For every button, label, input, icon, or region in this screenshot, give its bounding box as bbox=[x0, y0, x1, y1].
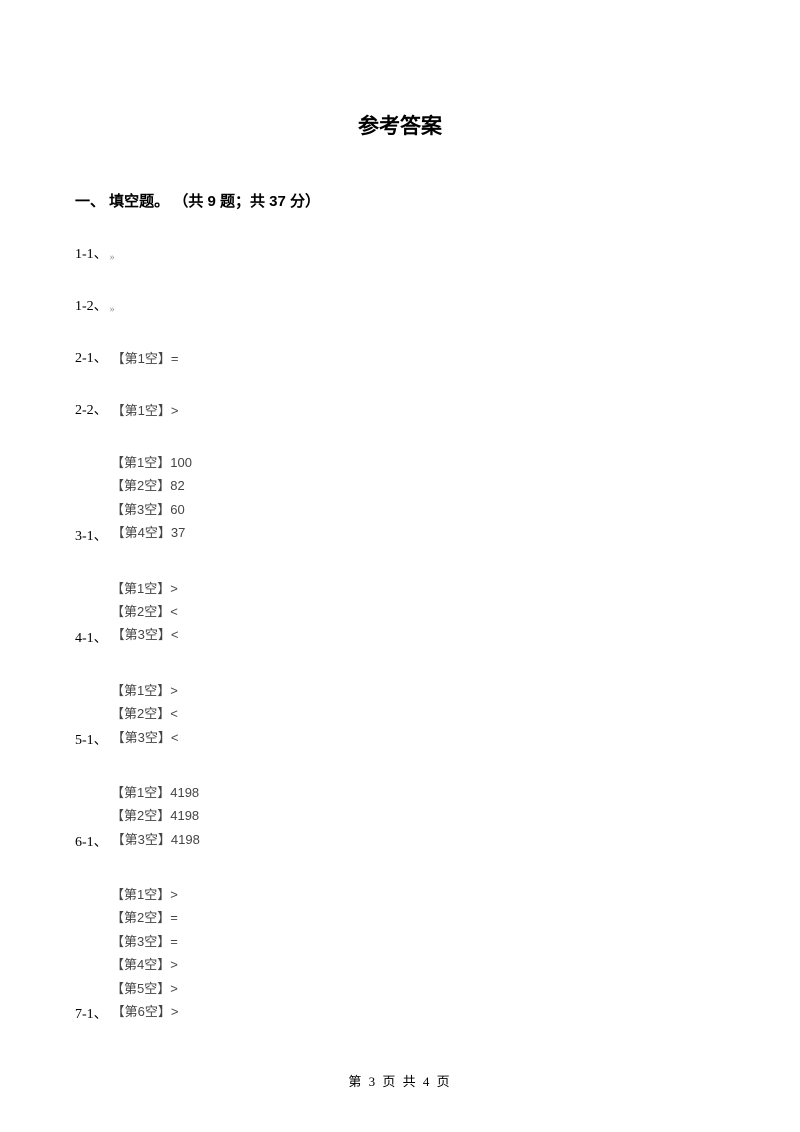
chevron-icon: » bbox=[110, 304, 115, 315]
answer-value: 【第1空】100 bbox=[111, 451, 725, 474]
page-footer: 第 3 页 共 4 页 bbox=[0, 1071, 800, 1090]
answer-label: 1-2、 bbox=[75, 295, 108, 315]
section-header: 一、 填空题。 （共 9 题；共 37 分） bbox=[75, 190, 725, 211]
answer-value: 【第3空】< bbox=[112, 623, 179, 646]
answer-label: 6-1、 bbox=[75, 831, 108, 851]
answer-4-1: 【第1空】> 【第2空】< 4-1、 【第3空】< bbox=[75, 577, 725, 647]
answer-1-2: 1-2、 » bbox=[75, 295, 725, 315]
answer-label: 2-2、 bbox=[75, 399, 108, 419]
answer-value: 【第1空】> bbox=[111, 883, 725, 906]
answer-value: 【第1空】> bbox=[112, 400, 179, 419]
answer-1-1: 1-1、 » bbox=[75, 243, 725, 263]
answer-label: 7-1、 bbox=[75, 1003, 108, 1023]
answer-6-1: 【第1空】4198 【第2空】4198 6-1、 【第3空】4198 bbox=[75, 781, 725, 851]
answer-value: 【第3空】= bbox=[111, 930, 725, 953]
answer-value: 【第5空】> bbox=[111, 977, 725, 1000]
answer-value: 【第2空】< bbox=[111, 702, 725, 725]
answer-2-1: 2-1、 【第1空】= bbox=[75, 347, 725, 367]
answer-value: 【第2空】4198 bbox=[111, 804, 725, 827]
answer-value: 【第4空】37 bbox=[112, 521, 186, 544]
answer-label: 3-1、 bbox=[75, 525, 108, 545]
answer-value: 【第3空】< bbox=[112, 726, 179, 749]
answer-value: 【第1空】> bbox=[111, 577, 725, 600]
page-container: 参考答案 一、 填空题。 （共 9 题；共 37 分） 1-1、 » 1-2、 … bbox=[0, 0, 800, 1023]
answer-5-1: 【第1空】> 【第2空】< 5-1、 【第3空】< bbox=[75, 679, 725, 749]
answer-value: 【第3空】4198 bbox=[112, 828, 200, 851]
page-title: 参考答案 bbox=[75, 110, 725, 140]
answer-value: 【第3空】60 bbox=[111, 498, 725, 521]
answer-value: 【第2空】< bbox=[111, 600, 725, 623]
answer-2-2: 2-2、 【第1空】> bbox=[75, 399, 725, 419]
answer-value: 【第1空】> bbox=[111, 679, 725, 702]
answer-value: 【第6空】> bbox=[112, 1000, 179, 1023]
answer-label: 1-1、 bbox=[75, 243, 108, 263]
answer-label: 5-1、 bbox=[75, 729, 108, 749]
answer-7-1: 【第1空】> 【第2空】= 【第3空】= 【第4空】> 【第5空】> 7-1、 … bbox=[75, 883, 725, 1023]
answer-label: 2-1、 bbox=[75, 347, 108, 367]
chevron-icon: » bbox=[110, 252, 115, 263]
answer-label: 4-1、 bbox=[75, 627, 108, 647]
answer-value: 【第4空】> bbox=[111, 953, 725, 976]
answer-value: 【第2空】= bbox=[111, 906, 725, 929]
answer-3-1: 【第1空】100 【第2空】82 【第3空】60 3-1、 【第4空】37 bbox=[75, 451, 725, 545]
answer-value: 【第1空】= bbox=[112, 348, 179, 367]
answer-value: 【第2空】82 bbox=[111, 474, 725, 497]
answer-value: 【第1空】4198 bbox=[111, 781, 725, 804]
